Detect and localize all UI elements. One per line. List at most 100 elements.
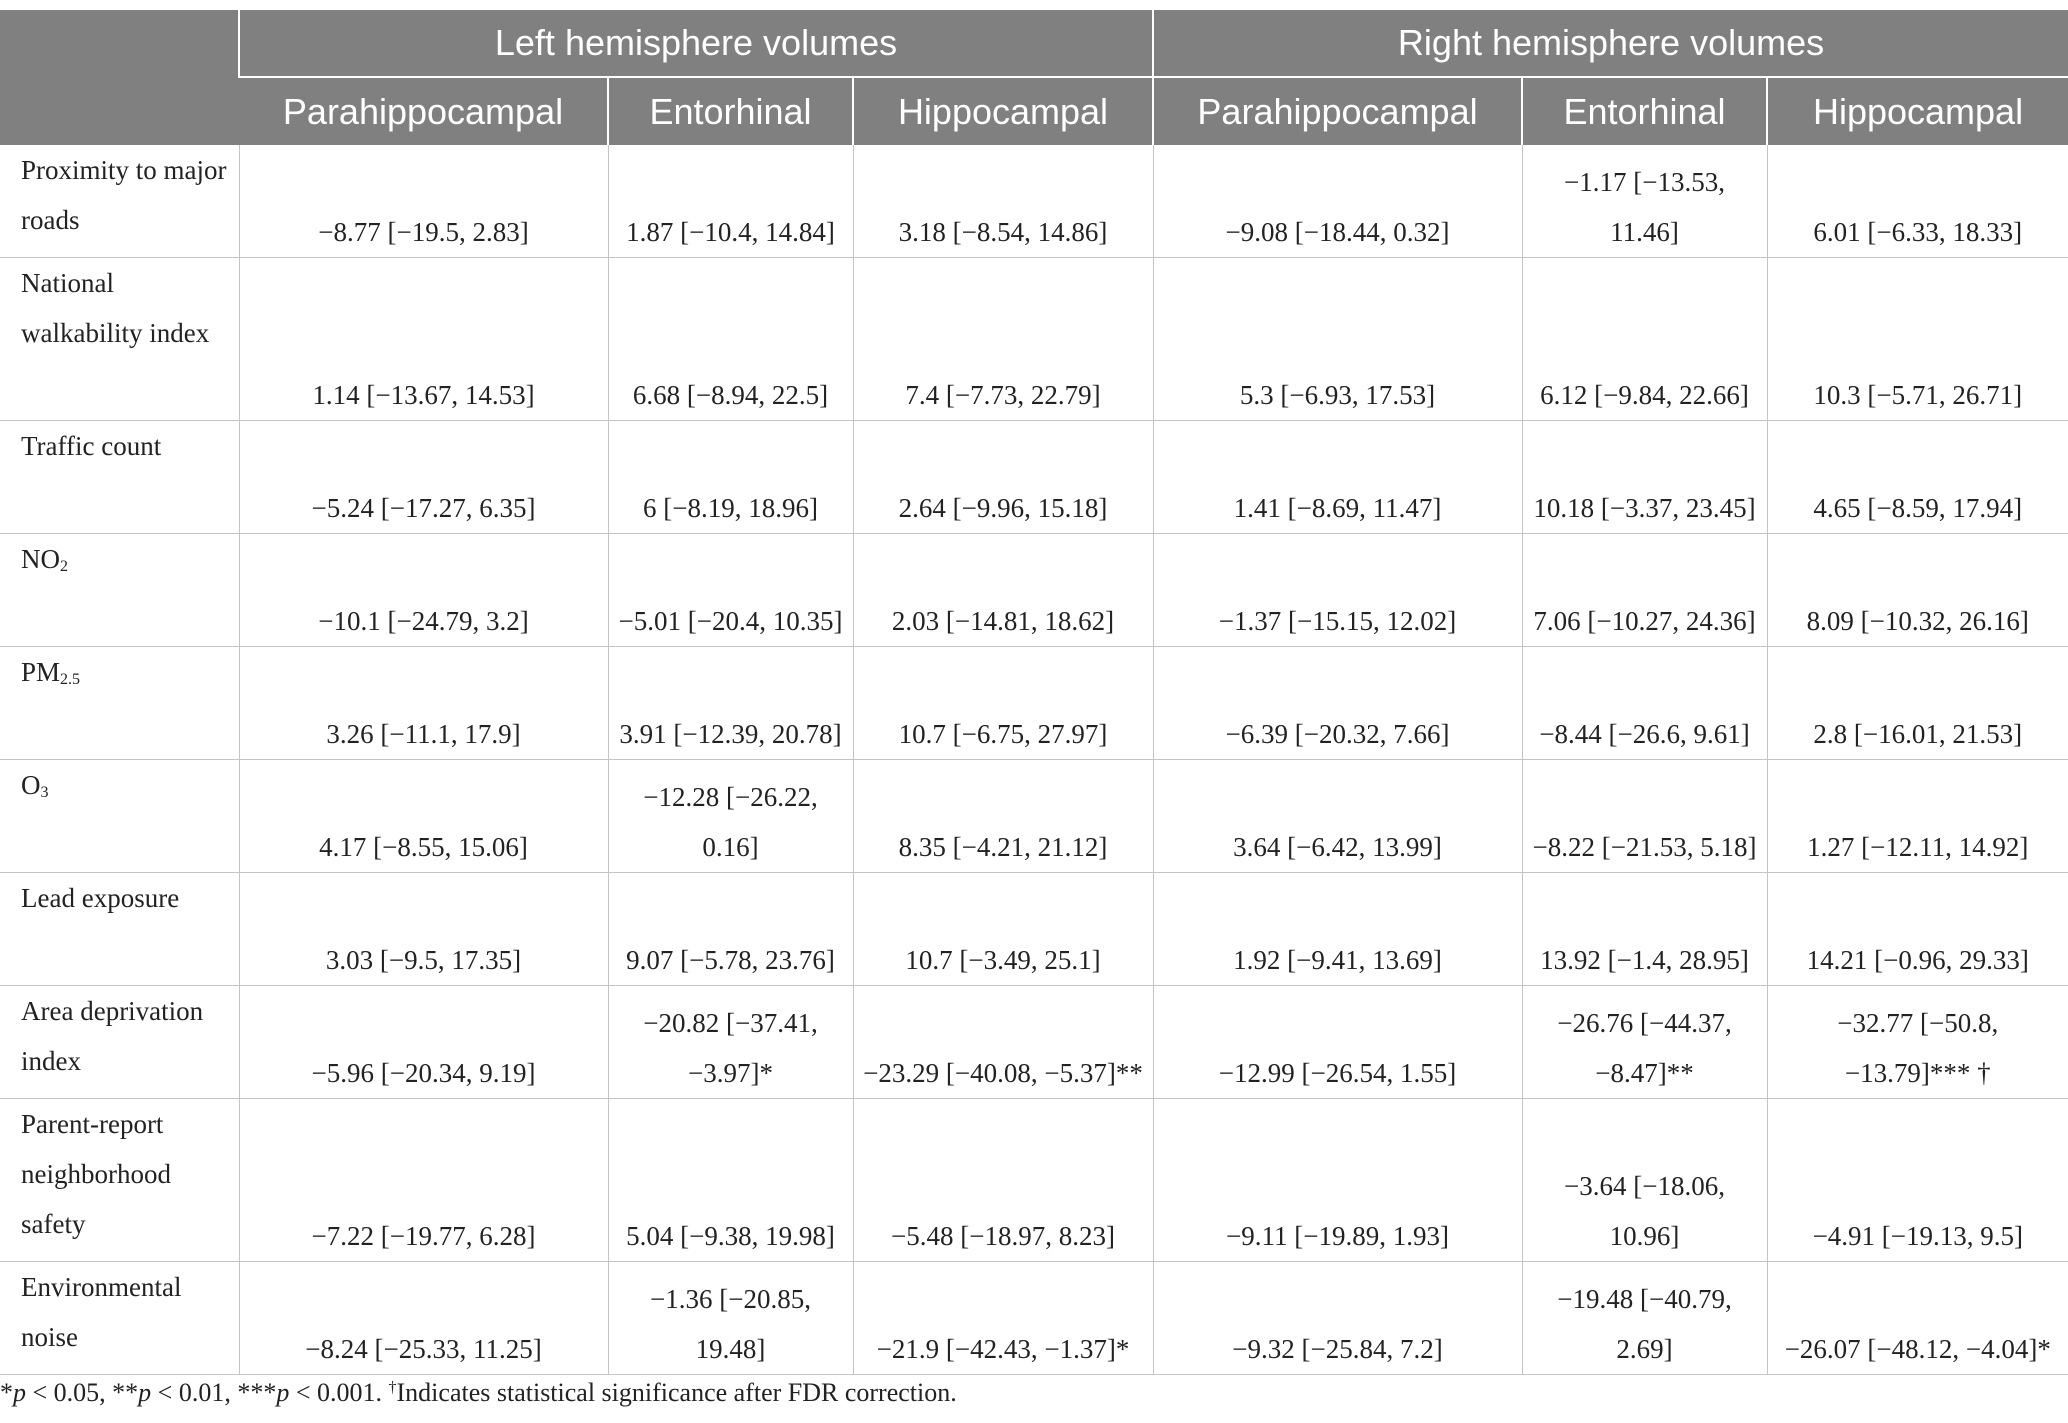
table-cell: −8.24 [−25.33, 11.25] bbox=[238, 1261, 608, 1375]
footnote-text: < 0.001. bbox=[289, 1378, 389, 1407]
table-cell: 2.64 [−9.96, 15.18] bbox=[852, 420, 1154, 534]
table-cell: 3.26 [−11.1, 17.9] bbox=[238, 646, 608, 760]
table-cell: −26.07 [−48.12, −4.04]* bbox=[1766, 1261, 2068, 1375]
footnote-text: Indicates statistical significance after… bbox=[396, 1378, 957, 1407]
row-label: Area deprivation index bbox=[0, 985, 239, 1099]
header-col-left-parahippocampal: Parahippocampal bbox=[239, 76, 608, 145]
table-cell: −1.17 [−13.53, 11.46] bbox=[1521, 145, 1768, 258]
table-row: O3 4.17 [−8.55, 15.06] −12.28 [−26.22, 0… bbox=[0, 759, 2068, 873]
table-cell: 3.64 [−6.42, 13.99] bbox=[1152, 759, 1523, 873]
footnote-dagger: † bbox=[388, 1379, 397, 1396]
table-cell: 1.87 [−10.4, 14.84] bbox=[607, 145, 853, 258]
table-cell: 1.41 [−8.69, 11.47] bbox=[1152, 420, 1523, 534]
table-cell: 7.06 [−10.27, 24.36] bbox=[1521, 533, 1768, 647]
table-cell: −8.44 [−26.6, 9.61] bbox=[1521, 646, 1768, 760]
footnote-text: < 0.05, ** bbox=[26, 1378, 139, 1407]
table-row: NO2 −10.1 [−24.79, 3.2] −5.01 [−20.4, 10… bbox=[0, 533, 2068, 647]
footnote-star: * bbox=[0, 1378, 13, 1407]
table-cell: 2.8 [−16.01, 21.53] bbox=[1766, 646, 2068, 760]
header-column-row: Parahippocampal Entorhinal Hippocampal P… bbox=[0, 76, 2068, 145]
row-label: NO2 bbox=[0, 533, 239, 647]
table-cell: 6 [−8.19, 18.96] bbox=[607, 420, 853, 534]
results-table: Left hemisphere volumes Right hemisphere… bbox=[0, 10, 2068, 1375]
table-footnote: *p < 0.05, **p < 0.01, ***p < 0.001. †In… bbox=[0, 1378, 957, 1408]
header-col-right-hippocampal: Hippocampal bbox=[1766, 76, 2068, 145]
row-label: O3 bbox=[0, 759, 239, 873]
table-cell: −4.91 [−19.13, 9.5] bbox=[1766, 1098, 2068, 1262]
row-label: National walkability index bbox=[0, 257, 239, 421]
header-group-row: Left hemisphere volumes Right hemisphere… bbox=[0, 10, 2068, 145]
header-col-left-entorhinal: Entorhinal bbox=[607, 76, 853, 145]
header-group-right: Right hemisphere volumes bbox=[1152, 10, 2068, 77]
table-row: Parent-report neighborhood safety −7.22 … bbox=[0, 1098, 2068, 1262]
table-cell: −8.77 [−19.5, 2.83] bbox=[238, 145, 608, 258]
row-label: Traffic count bbox=[0, 420, 239, 534]
row-label-subscript: 2 bbox=[60, 558, 68, 575]
table-row: Environmental noise −8.24 [−25.33, 11.25… bbox=[0, 1261, 2068, 1375]
table-row: Traffic count −5.24 [−17.27, 6.35] 6 [−8… bbox=[0, 420, 2068, 534]
row-label-main: O bbox=[21, 770, 41, 800]
table-row: PM2.5 3.26 [−11.1, 17.9] 3.91 [−12.39, 2… bbox=[0, 646, 2068, 760]
table-cell: −7.22 [−19.77, 6.28] bbox=[238, 1098, 608, 1262]
table-cell: −26.76 [−44.37, −8.47]** bbox=[1521, 985, 1768, 1099]
row-label: Lead exposure bbox=[0, 872, 239, 986]
table-row: Lead exposure 3.03 [−9.5, 17.35] 9.07 [−… bbox=[0, 872, 2068, 986]
table-cell: 4.65 [−8.59, 17.94] bbox=[1766, 420, 2068, 534]
header-corner bbox=[0, 10, 239, 145]
table-cell: 9.07 [−5.78, 23.76] bbox=[607, 872, 853, 986]
table-cell: −3.64 [−18.06, 10.96] bbox=[1521, 1098, 1768, 1262]
table-cell: −5.96 [−20.34, 9.19] bbox=[238, 985, 608, 1099]
footnote-p: p bbox=[276, 1378, 290, 1407]
table-cell: −5.01 [−20.4, 10.35] bbox=[607, 533, 853, 647]
table-body: Proximity to major roads −8.77 [−19.5, 2… bbox=[0, 145, 2068, 1375]
table-cell: −6.39 [−20.32, 7.66] bbox=[1152, 646, 1523, 760]
table-cell: 2.03 [−14.81, 18.62] bbox=[852, 533, 1154, 647]
header-col-right-entorhinal: Entorhinal bbox=[1521, 76, 1768, 145]
table-cell: 13.92 [−1.4, 28.95] bbox=[1521, 872, 1768, 986]
table-cell: 5.04 [−9.38, 19.98] bbox=[607, 1098, 853, 1262]
table-cell: −9.32 [−25.84, 7.2] bbox=[1152, 1261, 1523, 1375]
table-cell: 1.92 [−9.41, 13.69] bbox=[1152, 872, 1523, 986]
row-label: Environmental noise bbox=[0, 1261, 239, 1375]
table-cell: −19.48 [−40.79, 2.69] bbox=[1521, 1261, 1768, 1375]
header-group-left: Left hemisphere volumes bbox=[237, 10, 1154, 77]
table-cell: −12.28 [−26.22, 0.16] bbox=[607, 759, 853, 873]
row-label-main: PM bbox=[21, 657, 61, 687]
table-cell: −1.36 [−20.85, 19.48] bbox=[607, 1261, 853, 1375]
table-cell: 10.3 [−5.71, 26.71] bbox=[1766, 257, 2068, 421]
table-cell: 6.12 [−9.84, 22.66] bbox=[1521, 257, 1768, 421]
table-cell: 3.18 [−8.54, 14.86] bbox=[852, 145, 1154, 258]
table-cell: 6.01 [−6.33, 18.33] bbox=[1766, 145, 2068, 258]
table-row: National walkability index 1.14 [−13.67,… bbox=[0, 257, 2068, 421]
row-label: Proximity to major roads bbox=[0, 145, 239, 258]
table-cell: 7.4 [−7.73, 22.79] bbox=[852, 257, 1154, 421]
header-col-right-parahippocampal: Parahippocampal bbox=[1152, 76, 1523, 145]
table-cell: 1.27 [−12.11, 14.92] bbox=[1766, 759, 2068, 873]
table-cell: −21.9 [−42.43, −1.37]* bbox=[852, 1261, 1154, 1375]
table-cell: −8.22 [−21.53, 5.18] bbox=[1521, 759, 1768, 873]
table-cell: 10.7 [−6.75, 27.97] bbox=[852, 646, 1154, 760]
table-cell: −10.1 [−24.79, 3.2] bbox=[238, 533, 608, 647]
table-cell: −23.29 [−40.08, −5.37]** bbox=[852, 985, 1154, 1099]
table-cell: −1.37 [−15.15, 12.02] bbox=[1152, 533, 1523, 647]
footnote-p: p bbox=[138, 1378, 152, 1407]
table-header: Left hemisphere volumes Right hemisphere… bbox=[0, 10, 2068, 145]
table-row: Area deprivation index −5.96 [−20.34, 9.… bbox=[0, 985, 2068, 1099]
table-cell: 8.35 [−4.21, 21.12] bbox=[852, 759, 1154, 873]
footnote-p: p bbox=[13, 1378, 26, 1407]
table-cell: 3.03 [−9.5, 17.35] bbox=[238, 872, 608, 986]
table-cell: 1.14 [−13.67, 14.53] bbox=[238, 257, 608, 421]
footnote-text: < 0.01, *** bbox=[151, 1378, 277, 1407]
row-label: Parent-report neighborhood safety bbox=[0, 1098, 239, 1262]
table-cell: −20.82 [−37.41, −3.97]* bbox=[607, 985, 853, 1099]
table-cell: 3.91 [−12.39, 20.78] bbox=[607, 646, 853, 760]
table-cell: −32.77 [−50.8, −13.79]*** † bbox=[1766, 985, 2068, 1099]
header-col-left-hippocampal: Hippocampal bbox=[851, 76, 1154, 145]
table-cell: 6.68 [−8.94, 22.5] bbox=[607, 257, 853, 421]
table-cell: 4.17 [−8.55, 15.06] bbox=[238, 759, 608, 873]
table-cell: 10.7 [−3.49, 25.1] bbox=[852, 872, 1154, 986]
table-cell: 10.18 [−3.37, 23.45] bbox=[1521, 420, 1768, 534]
table-cell: 5.3 [−6.93, 17.53] bbox=[1152, 257, 1523, 421]
table-row: Proximity to major roads −8.77 [−19.5, 2… bbox=[0, 145, 2068, 258]
